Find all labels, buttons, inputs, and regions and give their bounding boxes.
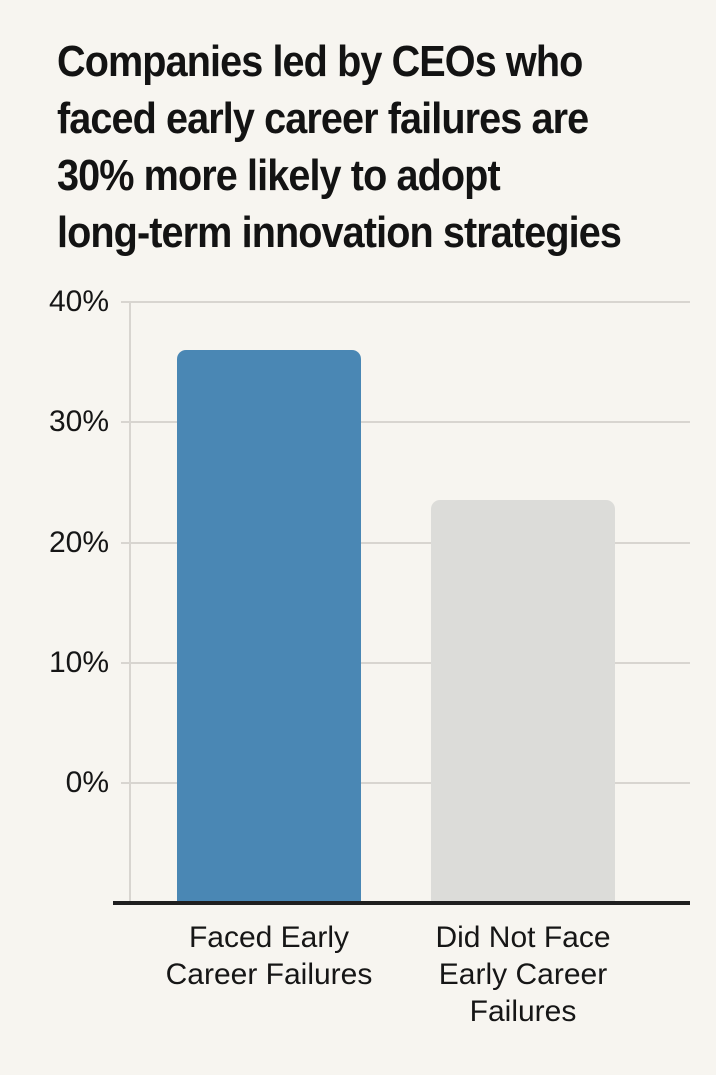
y-tick-label: 40% [48, 285, 109, 318]
gridline-10pct [121, 661, 690, 664]
x-category-label-line: Early Career [438, 958, 608, 991]
bar-did-not-face-failures [431, 500, 615, 901]
gridline-20pct [121, 541, 690, 544]
y-tick-label: 20% [48, 525, 109, 559]
y-axis-line [129, 302, 131, 903]
headline-line-2: faced early career failures are [57, 94, 589, 143]
x-category-label-line: Faced Early [188, 921, 350, 954]
x-category-label-line: Career Failures [165, 958, 373, 991]
y-tick-label: 10% [48, 645, 109, 679]
x-axis-line [113, 901, 690, 905]
headline-line-1: Companies led by CEOs who [57, 37, 583, 86]
headline-line-3: 30% more likely to adopt [57, 151, 501, 200]
headline-line-4: long-term innovation strategies [57, 208, 622, 257]
x-category-label: Did Not Face Early Career Failures [373, 919, 673, 1030]
gridline-40pct [121, 301, 690, 303]
x-category-label-line: Did Not Face [435, 921, 611, 954]
x-category-label: Faced Early Career Failures [119, 919, 419, 993]
gridline-30pct [121, 421, 690, 424]
y-tick-label: 0% [65, 766, 109, 799]
y-tick-label: 30% [48, 405, 109, 439]
x-category-label-line: Failures [469, 995, 577, 1028]
bar-faced-failures [177, 350, 361, 901]
headline: Companies led by CEOs who faced early ca… [57, 33, 622, 261]
gridline-0pct [121, 782, 690, 784]
